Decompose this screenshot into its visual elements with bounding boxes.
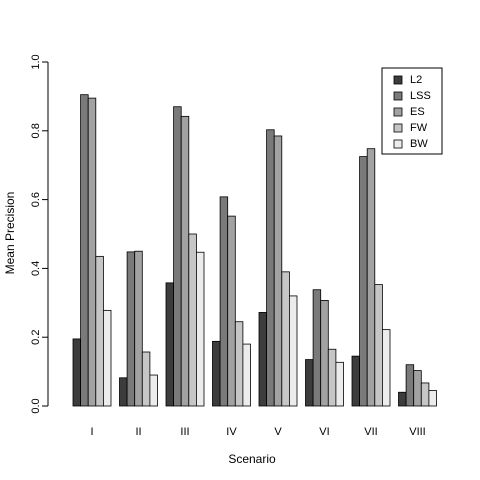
bar-es-iii <box>180 115 190 407</box>
legend-label-lss: LSS <box>410 90 431 102</box>
bar-fw-viii <box>420 382 430 407</box>
y-tick-label: 0.0 <box>30 398 42 413</box>
x-tick-label: IV <box>226 426 237 438</box>
y-tick-label: 0.2 <box>30 330 42 345</box>
y-tick-label: 0.6 <box>30 192 42 207</box>
bar-es-vii <box>366 148 376 407</box>
bar-fw-iii <box>188 233 197 407</box>
bar-fw-vi <box>327 348 337 407</box>
bar-l2-ii <box>119 377 128 407</box>
bar-es-v <box>273 135 283 407</box>
x-tick-label: VI <box>319 426 329 438</box>
bars <box>72 94 437 407</box>
bar-fw-v <box>281 271 290 407</box>
legend-swatch-l2 <box>393 75 403 85</box>
y-axis: 0.0 0.2 0.4 0.6 0.8 1.0 <box>30 54 49 414</box>
legend-swatch-es <box>393 107 403 117</box>
legend-swatch-bw <box>393 139 403 149</box>
bar-bw-ii <box>149 374 158 407</box>
bar-es-iv <box>227 215 236 407</box>
legend-swatch-fw <box>393 123 403 133</box>
legend-swatch-lss <box>393 91 403 101</box>
bar-es-viii <box>413 370 422 407</box>
legend-label-bw: BW <box>410 138 428 150</box>
x-tick-label: I <box>90 426 93 438</box>
bar-l2-vii <box>351 355 360 407</box>
legend-label-fw: FW <box>410 122 428 134</box>
bar-lss-vii <box>359 156 368 407</box>
bar-fw-vii <box>374 284 383 407</box>
legend-label-es: ES <box>410 106 425 118</box>
bar-l2-v <box>258 312 267 407</box>
y-tick-label: 0.4 <box>30 261 42 276</box>
bar-lss-vi <box>312 289 322 407</box>
bar-fw-iv <box>234 321 244 407</box>
bar-bw-iv <box>242 343 251 407</box>
x-tick-label: V <box>274 426 282 438</box>
x-tick-label: VIII <box>409 426 426 438</box>
bar-bw-iii <box>195 251 205 407</box>
bar-es-i <box>87 97 97 407</box>
bar-fw-ii <box>141 351 151 407</box>
x-tick-label: III <box>180 426 189 438</box>
y-tick-label: 1.0 <box>30 54 42 69</box>
bar-lss-i <box>80 94 89 407</box>
bar-es-ii <box>134 250 143 407</box>
bar-l2-i <box>72 338 81 407</box>
bar-bw-vii <box>381 329 391 407</box>
bar-bw-vi <box>335 361 344 407</box>
bar-fw-i <box>95 255 104 407</box>
x-axis: I II III IV V VI VII VIII <box>90 426 425 438</box>
bar-bw-viii <box>428 390 437 407</box>
bar-l2-vi <box>305 359 314 407</box>
bar-bw-i <box>103 309 112 407</box>
bar-es-vi <box>320 299 329 407</box>
legend-box <box>381 67 443 155</box>
x-tick-label: VII <box>364 426 377 438</box>
bar-lss-iii <box>173 106 182 407</box>
bar-lss-viii <box>405 364 415 407</box>
bar-l2-iii <box>165 282 174 407</box>
y-tick-label: 0.8 <box>30 123 42 138</box>
bar-l2-viii <box>398 391 407 407</box>
x-tick-label: II <box>135 426 141 438</box>
bar-lss-iv <box>219 196 229 407</box>
bar-lss-ii <box>126 251 136 407</box>
bar-bw-v <box>288 295 298 407</box>
legend: L2 LSS ES FW BW <box>381 67 443 155</box>
y-axis-title: Mean Precision <box>3 192 17 275</box>
x-axis-title: Scenario <box>228 452 276 466</box>
bar-lss-v <box>266 129 275 407</box>
legend-label-l2: L2 <box>410 74 422 86</box>
bar-l2-iv <box>212 340 221 407</box>
